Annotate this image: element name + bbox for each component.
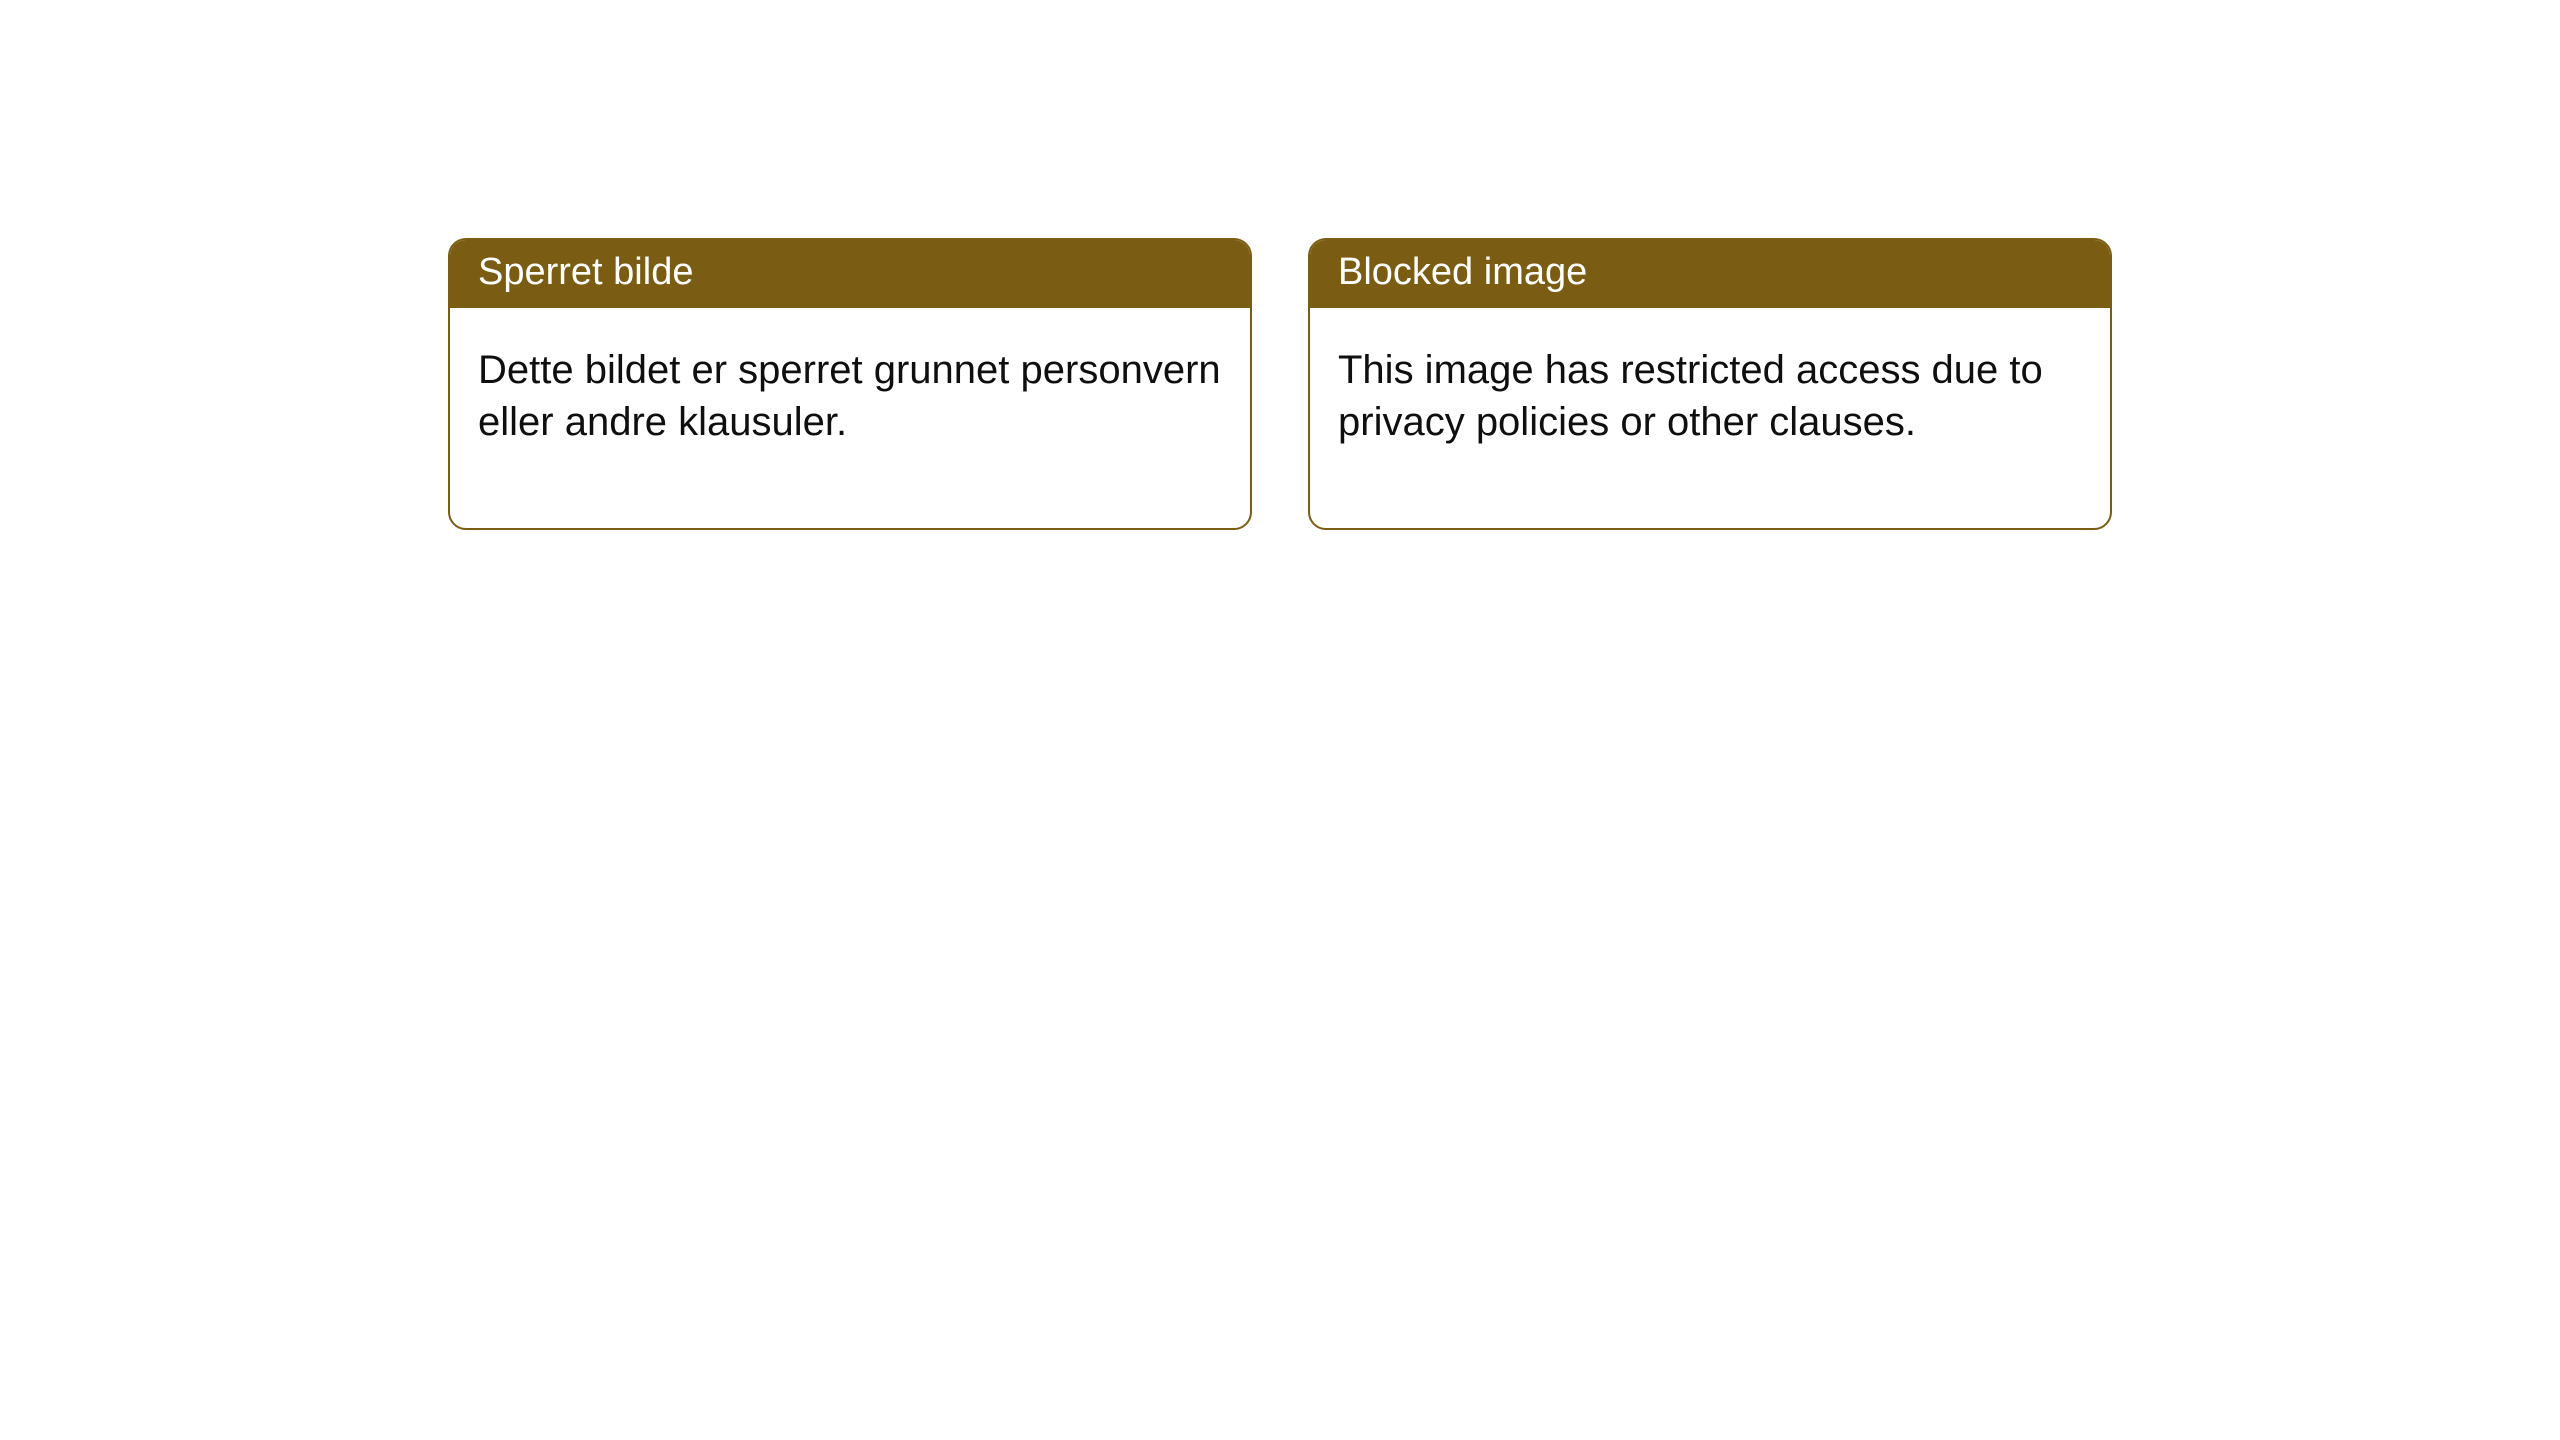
notice-box-norwegian: Sperret bilde Dette bildet er sperret gr… (448, 238, 1252, 530)
notice-header: Blocked image (1310, 240, 2110, 308)
notice-body: This image has restricted access due to … (1310, 308, 2110, 528)
notice-body-text: This image has restricted access due to … (1338, 348, 2043, 444)
notice-body: Dette bildet er sperret grunnet personve… (450, 308, 1250, 528)
notice-container: Sperret bilde Dette bildet er sperret gr… (0, 0, 2560, 530)
notice-title: Blocked image (1338, 251, 1587, 293)
notice-title: Sperret bilde (478, 251, 693, 293)
notice-box-english: Blocked image This image has restricted … (1308, 238, 2112, 530)
notice-body-text: Dette bildet er sperret grunnet personve… (478, 348, 1221, 444)
notice-header: Sperret bilde (450, 240, 1250, 308)
